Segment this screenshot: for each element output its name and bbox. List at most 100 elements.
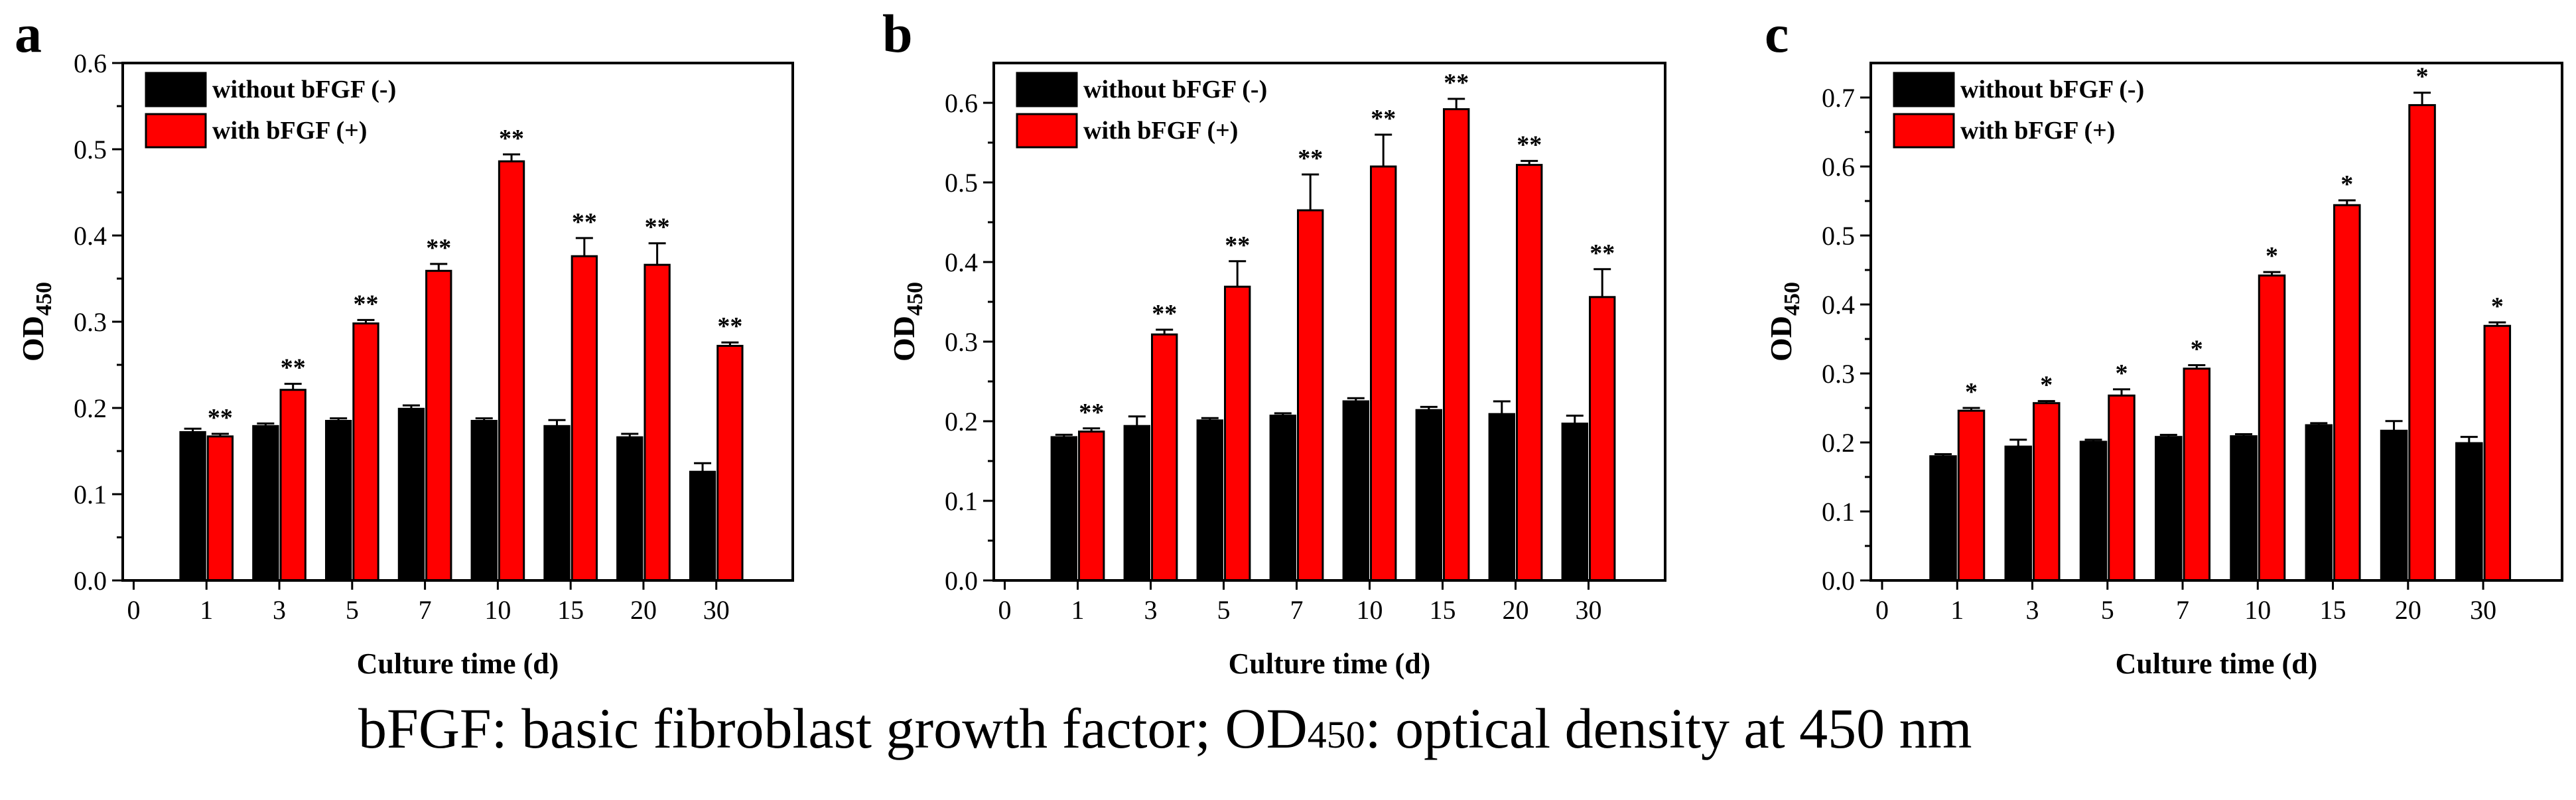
x-tick-label: 15	[1430, 595, 1456, 625]
x-tick-label: 10	[484, 595, 511, 625]
bar-without-bfgf	[324, 420, 352, 582]
y-tick-label: 0.6	[74, 48, 107, 78]
y-tick-label: 0.5	[74, 135, 107, 165]
bar-without-bfgf	[1050, 436, 1077, 582]
bar-without-bfgf	[1269, 415, 1296, 582]
y-tick-label: 0.2	[945, 407, 978, 436]
caption-text-before: bFGF: basic fibroblast growth factor; OD	[358, 697, 1308, 760]
x-tick-label: 5	[346, 595, 359, 625]
x-tick-label: 10	[1357, 595, 1383, 625]
x-tick-label: 20	[630, 595, 657, 625]
y-tick-label: 0.5	[1822, 221, 1855, 251]
significance-mark: **	[426, 234, 451, 262]
legend-swatch-with	[1016, 113, 1078, 149]
significance-mark: **	[1152, 300, 1177, 328]
x-tick-label: 15	[557, 595, 584, 625]
significance-mark: **	[1371, 105, 1396, 133]
x-tick-label: 7	[1290, 595, 1304, 625]
bar-without-bfgf	[2004, 445, 2033, 582]
bar-with-bfgf	[2333, 204, 2361, 582]
x-tick-label: 20	[2395, 595, 2421, 625]
x-tick-label: 20	[1503, 595, 1529, 625]
x-tick-label: 10	[2244, 595, 2271, 625]
y-tick-label: 0.7	[1822, 83, 1855, 113]
bar-with-bfgf	[2483, 324, 2512, 582]
bar-without-bfgf	[1488, 413, 1516, 582]
y-tick-label: 0.3	[1822, 359, 1855, 389]
significance-mark: *	[2340, 170, 2353, 198]
bar-without-bfgf	[470, 420, 498, 582]
significance-mark: **	[572, 208, 597, 236]
bar-without-bfgf	[689, 470, 716, 582]
bar-without-bfgf	[2230, 435, 2258, 582]
x-tick-label: 5	[1217, 595, 1231, 625]
y-axis-label-sub: 450	[903, 282, 927, 316]
significance-mark: **	[353, 290, 378, 318]
y-tick-label: 0.0	[74, 566, 107, 596]
significance-mark: **	[645, 214, 670, 241]
bar-without-bfgf	[543, 425, 571, 582]
significance-mark: **	[1444, 69, 1469, 97]
y-tick-label: 0.6	[1822, 152, 1855, 182]
bar-with-bfgf	[1151, 333, 1178, 582]
x-tick-label-zero: 0	[1875, 595, 1889, 625]
bar-with-bfgf	[1589, 296, 1616, 582]
legend-label-with: with bFGF (+)	[1083, 117, 1238, 145]
y-axis-label: OD450	[1764, 282, 1804, 362]
x-tick-label: 3	[2026, 595, 2039, 625]
significance-mark: **	[1225, 232, 1250, 259]
bar-with-bfgf	[2033, 402, 2061, 582]
bar-with-bfgf	[1443, 108, 1470, 582]
x-tick-label: 1	[1071, 595, 1085, 625]
bar-without-bfgf	[397, 407, 425, 582]
y-tick-label: 0.4	[74, 221, 107, 251]
legend-label-with: with bFGF (+)	[1960, 117, 2115, 145]
bar-without-bfgf	[616, 436, 644, 582]
significance-mark: *	[2040, 371, 2053, 399]
significance-mark: **	[499, 125, 524, 153]
x-tick-label: 30	[1576, 595, 1602, 625]
panel-label: c	[1765, 3, 1789, 64]
bar-without-bfgf	[1342, 400, 1369, 582]
y-axis-label-main: OD	[16, 316, 50, 362]
y-tick-label: 0.3	[945, 327, 978, 357]
significance-mark: *	[2266, 242, 2278, 270]
y-tick-label: 0.4	[1822, 290, 1855, 320]
bar-without-bfgf	[252, 425, 279, 582]
significance-mark: **	[208, 404, 233, 432]
x-tick-label: 3	[1144, 595, 1158, 625]
bar-with-bfgf	[571, 255, 598, 582]
x-tick-label: 3	[273, 595, 286, 625]
bar-with-bfgf	[1957, 409, 1986, 582]
panel-label: b	[882, 3, 913, 64]
legend-swatch-with	[145, 113, 207, 149]
y-axis-label: OD450	[887, 282, 927, 362]
bar-without-bfgf	[1196, 419, 1223, 582]
bar-with-bfgf	[425, 269, 452, 582]
caption-text-after: : optical density at 450 nm	[1365, 697, 1972, 760]
bar-with-bfgf	[1370, 165, 1397, 582]
significance-mark: **	[281, 354, 306, 382]
y-axis-label-sub: 450	[32, 282, 56, 316]
x-tick-label-zero: 0	[998, 595, 1012, 625]
x-axis-label: Culture time (d)	[1229, 647, 1431, 680]
significance-mark: **	[717, 312, 742, 340]
y-tick-label: 0.0	[945, 566, 978, 596]
panel-c-chart: c 0.0 0.1 0.2 0.3 0.4 0.5 0.6 0.7 0 1 * 3 * 5 * 7 * 10 * 15 *…	[1764, 3, 2563, 680]
y-tick-label: 0.1	[945, 486, 978, 516]
significance-mark: **	[1517, 131, 1542, 159]
y-axis-label-main: OD	[887, 316, 921, 362]
significance-mark: *	[2191, 336, 2203, 364]
y-axis-label-sub: 450	[1780, 282, 1804, 316]
x-tick-label: 1	[1950, 595, 1964, 625]
significance-mark: **	[1079, 399, 1104, 427]
bar-with-bfgf	[2183, 367, 2211, 582]
y-tick-label: 0.4	[945, 247, 978, 277]
y-tick-label: 0.6	[945, 88, 978, 118]
legend-label-with: with bFGF (+)	[212, 117, 367, 145]
bar-without-bfgf	[2380, 429, 2408, 582]
bar-with-bfgf	[279, 389, 306, 582]
significance-mark: **	[1298, 145, 1323, 172]
y-tick-label: 0.2	[74, 393, 107, 423]
